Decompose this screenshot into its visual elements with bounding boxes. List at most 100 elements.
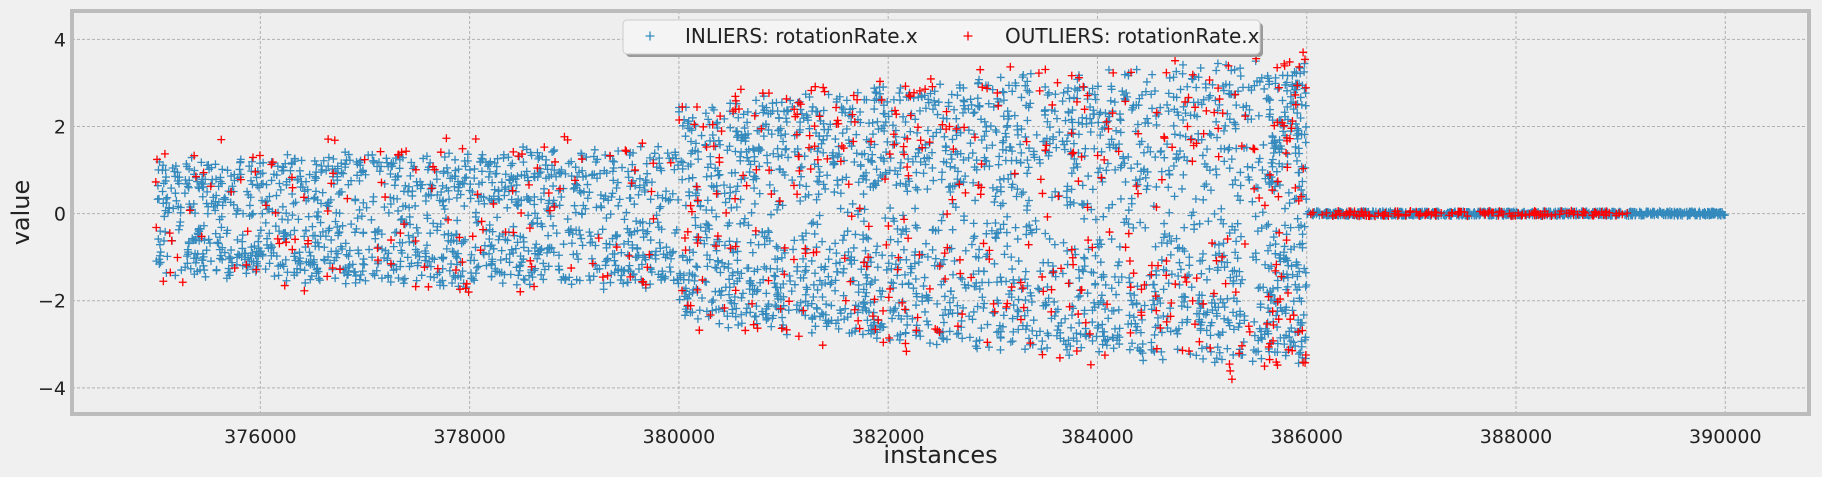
inlier-point <box>762 314 771 323</box>
inlier-point <box>678 253 687 262</box>
inlier-point <box>438 276 447 285</box>
inlier-point <box>401 181 410 190</box>
outlier-point <box>960 123 969 132</box>
inlier-point <box>726 123 735 132</box>
inlier-point <box>937 280 946 289</box>
outlier-point <box>692 182 701 191</box>
inlier-point <box>330 256 339 265</box>
outlier-point <box>1225 360 1234 369</box>
inlier-point <box>923 294 932 303</box>
inlier-point <box>332 208 341 217</box>
inlier-point <box>998 145 1007 154</box>
inlier-point <box>708 103 717 112</box>
inlier-point <box>1112 290 1121 299</box>
inlier-point <box>403 187 412 196</box>
inlier-point <box>1263 327 1272 336</box>
inlier-point <box>882 148 891 157</box>
inlier-point <box>1017 125 1026 134</box>
inlier-point <box>1081 144 1090 153</box>
inlier-point <box>1164 279 1173 288</box>
inlier-point <box>1232 101 1241 110</box>
inlier-point <box>1202 180 1211 189</box>
inlier-point <box>487 272 496 281</box>
inlier-point <box>1175 280 1184 289</box>
inlier-point <box>1256 333 1265 342</box>
inlier-point <box>1301 335 1310 344</box>
inlier-point <box>999 96 1008 105</box>
inlier-point <box>959 101 968 110</box>
inlier-point <box>160 212 169 221</box>
inlier-point <box>695 306 704 315</box>
inlier-point <box>345 261 354 270</box>
inlier-point <box>504 187 513 196</box>
outlier-point <box>666 158 675 167</box>
inlier-point <box>1275 136 1284 145</box>
inlier-point <box>1008 147 1017 156</box>
outlier-point <box>890 140 899 149</box>
inlier-point <box>488 227 497 236</box>
inlier-point <box>617 271 626 280</box>
inlier-point <box>995 152 1004 161</box>
inlier-point <box>1146 147 1155 156</box>
inlier-point <box>782 106 791 115</box>
inlier-point <box>1069 93 1078 102</box>
inlier-point <box>1101 337 1110 346</box>
inlier-point <box>877 292 886 301</box>
outlier-point <box>299 193 308 202</box>
inlier-point <box>697 131 706 140</box>
outlier-point <box>509 147 518 156</box>
inlier-point <box>519 275 528 284</box>
inlier-point <box>1008 314 1017 323</box>
inlier-point <box>1196 256 1205 265</box>
inlier-point <box>1234 323 1243 332</box>
outlier-point <box>678 102 687 111</box>
inlier-point <box>706 160 715 169</box>
inlier-point <box>899 112 908 121</box>
inlier-point <box>347 220 356 229</box>
inlier-point <box>512 280 521 289</box>
outlier-point <box>805 143 814 152</box>
inlier-point <box>911 274 920 283</box>
inlier-point <box>261 198 270 207</box>
inlier-point <box>1085 89 1094 98</box>
inlier-point <box>514 271 523 280</box>
outlier-point <box>752 165 761 174</box>
inlier-point <box>565 228 574 237</box>
inlier-point <box>405 212 414 221</box>
inlier-point <box>814 177 823 186</box>
inlier-point <box>440 153 449 162</box>
inlier-point <box>1110 272 1119 281</box>
outlier-point <box>1231 288 1240 297</box>
inlier-point <box>487 241 496 250</box>
outlier-point <box>913 123 922 132</box>
outlier-point <box>1068 253 1077 262</box>
inlier-point <box>903 320 912 329</box>
inlier-point <box>1111 324 1119 333</box>
outlier-point <box>1192 274 1201 283</box>
inlier-point <box>602 239 611 248</box>
inlier-point <box>954 329 963 338</box>
inlier-point <box>583 180 592 189</box>
inlier-point <box>666 195 675 204</box>
inlier-point <box>1141 173 1150 182</box>
inlier-point <box>1224 145 1233 154</box>
outlier-point <box>178 278 187 287</box>
inlier-point <box>1017 93 1026 102</box>
inlier-point <box>1109 344 1118 353</box>
inlier-point <box>517 170 526 179</box>
outlier-point <box>1086 360 1095 369</box>
inlier-point <box>711 263 720 272</box>
inlier-point <box>898 226 907 235</box>
inlier-point <box>477 167 486 176</box>
inlier-point <box>726 99 735 108</box>
outlier-point <box>251 167 260 176</box>
outlier-point <box>1214 152 1223 161</box>
inlier-point <box>687 137 696 146</box>
inlier-point <box>240 249 249 258</box>
inlier-point <box>278 202 287 211</box>
inlier-point <box>1013 235 1022 244</box>
inlier-point <box>945 327 954 336</box>
inlier-point <box>1229 325 1238 334</box>
inlier-point <box>318 227 327 236</box>
outlier-point <box>1109 68 1118 77</box>
